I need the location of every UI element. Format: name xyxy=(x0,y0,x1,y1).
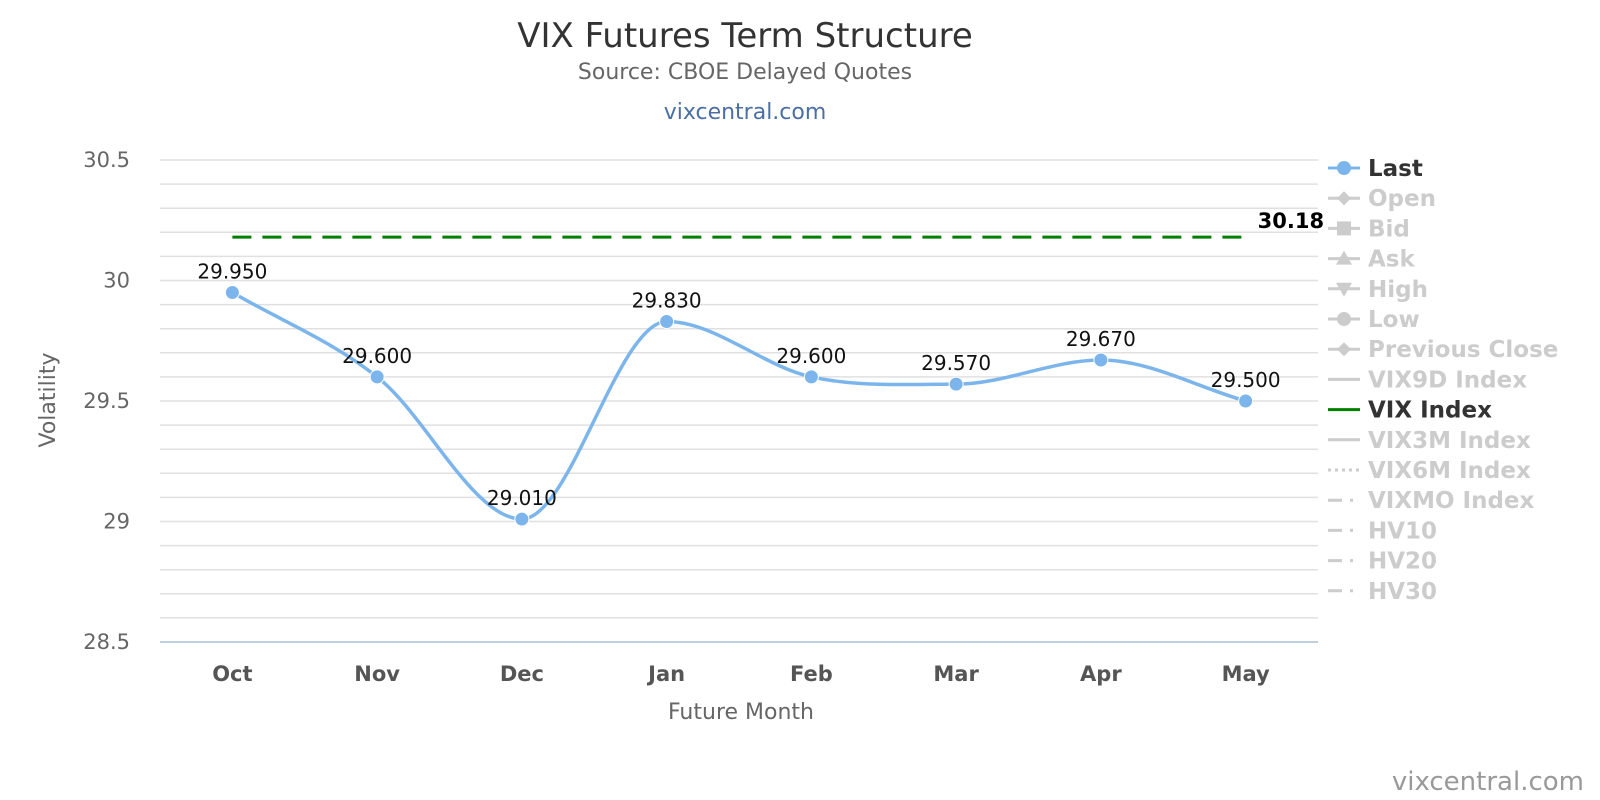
y-tick-label: 29.5 xyxy=(83,389,130,413)
legend-label: Open xyxy=(1368,186,1436,212)
legend-label: VIX3M Index xyxy=(1368,428,1531,454)
legend-circle-icon xyxy=(1337,312,1351,326)
x-axis: Oct Nov Dec Jan Feb Mar Apr May xyxy=(212,662,1270,686)
legend-label: VIX6M Index xyxy=(1368,458,1531,484)
legend-item[interactable]: Bid xyxy=(1328,216,1410,242)
x-axis-title: Future Month xyxy=(668,700,814,725)
series: 30.18 29.950 29.600 29.010 29.830 29.600 29.57… xyxy=(197,209,1324,527)
x-tick-label: Apr xyxy=(1080,662,1122,686)
last-series-line xyxy=(231,291,1247,521)
legend-label: High xyxy=(1368,277,1428,303)
last-data-label: 29.950 xyxy=(197,260,267,284)
legend-diamond-icon xyxy=(1337,191,1351,206)
legend-item[interactable]: Last xyxy=(1328,156,1423,182)
x-tick-label: May xyxy=(1222,662,1270,686)
x-tick-label: Nov xyxy=(354,662,400,686)
x-tick-label: Jan xyxy=(646,662,685,686)
last-data-point[interactable] xyxy=(1238,393,1254,409)
last-data-label: 29.600 xyxy=(342,344,412,368)
y-tick-label: 28.5 xyxy=(83,630,130,654)
legend-label: HV10 xyxy=(1368,518,1437,544)
last-data-point[interactable] xyxy=(948,376,964,392)
source-link[interactable]: vixcentral.com xyxy=(664,100,827,125)
y-tick-label: 30 xyxy=(103,269,130,293)
legend-item[interactable]: VIX Index xyxy=(1328,398,1492,424)
last-data-label: 29.600 xyxy=(776,344,846,368)
x-tick-label: Dec xyxy=(500,662,544,686)
last-data-point[interactable] xyxy=(1093,352,1109,368)
last-data-label: 29.500 xyxy=(1211,368,1281,392)
legend-square-icon xyxy=(1337,221,1351,236)
legend-item[interactable]: VIX9D Index xyxy=(1328,367,1527,393)
last-data-point[interactable] xyxy=(514,511,530,527)
legend-label: VIXMO Index xyxy=(1368,488,1535,514)
legend-triangle-down-icon xyxy=(1336,282,1352,297)
legend-item[interactable]: Ask xyxy=(1328,247,1415,273)
legend-item[interactable]: VIX6M Index xyxy=(1328,458,1531,484)
legend-label: Low xyxy=(1368,307,1420,333)
x-tick-label: Feb xyxy=(790,662,833,686)
x-tick-label: Oct xyxy=(212,662,252,686)
last-data-point[interactable] xyxy=(369,369,385,385)
grid-lines xyxy=(160,159,1318,643)
legend-label: Previous Close xyxy=(1368,337,1558,363)
legend-item[interactable]: Low xyxy=(1328,307,1420,333)
x-tick-label: Mar xyxy=(933,662,979,686)
legend-label: Last xyxy=(1368,156,1423,182)
legend-item[interactable]: VIX3M Index xyxy=(1328,428,1531,454)
legend-label: HV30 xyxy=(1368,579,1437,605)
legend[interactable]: Last Open Bid Ask High Low Previous Close VIX9D… xyxy=(1328,156,1558,605)
last-data-label: 29.670 xyxy=(1066,327,1136,351)
legend-diamond-icon xyxy=(1337,342,1351,357)
y-axis: 30.5 30 29.5 29 28.5 xyxy=(83,148,130,654)
legend-item[interactable]: HV10 xyxy=(1328,518,1437,544)
credit-text[interactable]: vixcentral.com xyxy=(1392,767,1584,797)
last-data-label: 29.570 xyxy=(921,351,991,375)
last-data-point[interactable] xyxy=(659,313,675,329)
y-tick-label: 29 xyxy=(103,510,130,534)
last-data-label: 29.830 xyxy=(632,288,702,312)
chart-title: VIX Futures Term Structure xyxy=(517,16,973,56)
legend-item[interactable]: Previous Close xyxy=(1328,337,1558,363)
y-axis-title: Volatility xyxy=(36,352,61,447)
legend-item[interactable]: Open xyxy=(1328,186,1436,212)
chart-subtitle: Source: CBOE Delayed Quotes xyxy=(578,60,912,85)
last-data-point[interactable] xyxy=(803,369,819,385)
y-tick-label: 30.5 xyxy=(83,148,130,172)
legend-item[interactable]: VIXMO Index xyxy=(1328,488,1535,514)
legend-circle-icon xyxy=(1337,161,1351,175)
legend-label: VIX Index xyxy=(1368,398,1492,424)
legend-label: Ask xyxy=(1368,247,1415,273)
legend-label: HV20 xyxy=(1368,549,1437,575)
legend-label: Bid xyxy=(1368,216,1410,242)
last-data-label: 29.010 xyxy=(487,486,557,510)
last-data-point[interactable] xyxy=(224,285,240,301)
legend-label: VIX9D Index xyxy=(1368,367,1527,393)
legend-triangle-icon xyxy=(1336,250,1352,265)
legend-item[interactable]: High xyxy=(1328,277,1428,303)
legend-item[interactable]: HV20 xyxy=(1328,549,1437,575)
legend-item[interactable]: HV30 xyxy=(1328,579,1437,605)
vix-index-data-label: 30.18 xyxy=(1258,209,1324,233)
